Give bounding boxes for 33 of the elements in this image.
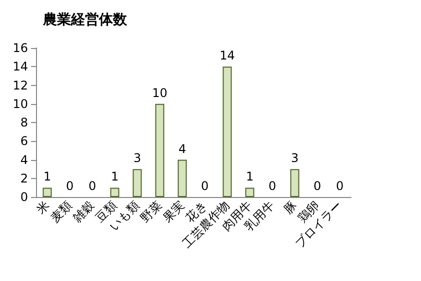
data-label: 0: [66, 179, 74, 193]
y-tick-label: 0: [20, 190, 28, 204]
y-tick-label: 4: [20, 152, 28, 167]
data-label: 1: [110, 170, 119, 184]
x-tick-label: 米: [34, 198, 52, 216]
y-tick-label: 12: [12, 78, 28, 92]
y-tick-label: 10: [12, 96, 28, 111]
y-tick-label: 14: [12, 60, 28, 74]
y-tick-label: 16: [12, 41, 28, 55]
bar: [222, 66, 232, 197]
bar: [155, 104, 164, 197]
bar: [132, 169, 142, 197]
data-label: 3: [133, 151, 142, 166]
y-tick-label: 2: [20, 171, 28, 186]
data-label: 1: [246, 170, 254, 184]
bar: [290, 169, 300, 197]
data-label: 0: [200, 179, 209, 193]
y-tick-label: 8: [20, 116, 28, 130]
data-label: 4: [178, 142, 186, 156]
data-label: 0: [313, 179, 322, 193]
y-tick-label: 6: [20, 134, 28, 148]
bar: [178, 160, 187, 197]
bar: [42, 188, 52, 197]
bar: [245, 188, 254, 197]
chart-title: 農業経営体数: [42, 12, 128, 28]
data-label: 14: [220, 48, 235, 63]
data-label: 3: [290, 151, 299, 166]
data-label: 0: [268, 179, 276, 193]
bar: [110, 188, 120, 197]
data-label: 0: [336, 179, 344, 193]
data-label: 1: [43, 170, 52, 184]
data-label: 0: [88, 179, 96, 193]
data-label: 10: [152, 86, 168, 100]
